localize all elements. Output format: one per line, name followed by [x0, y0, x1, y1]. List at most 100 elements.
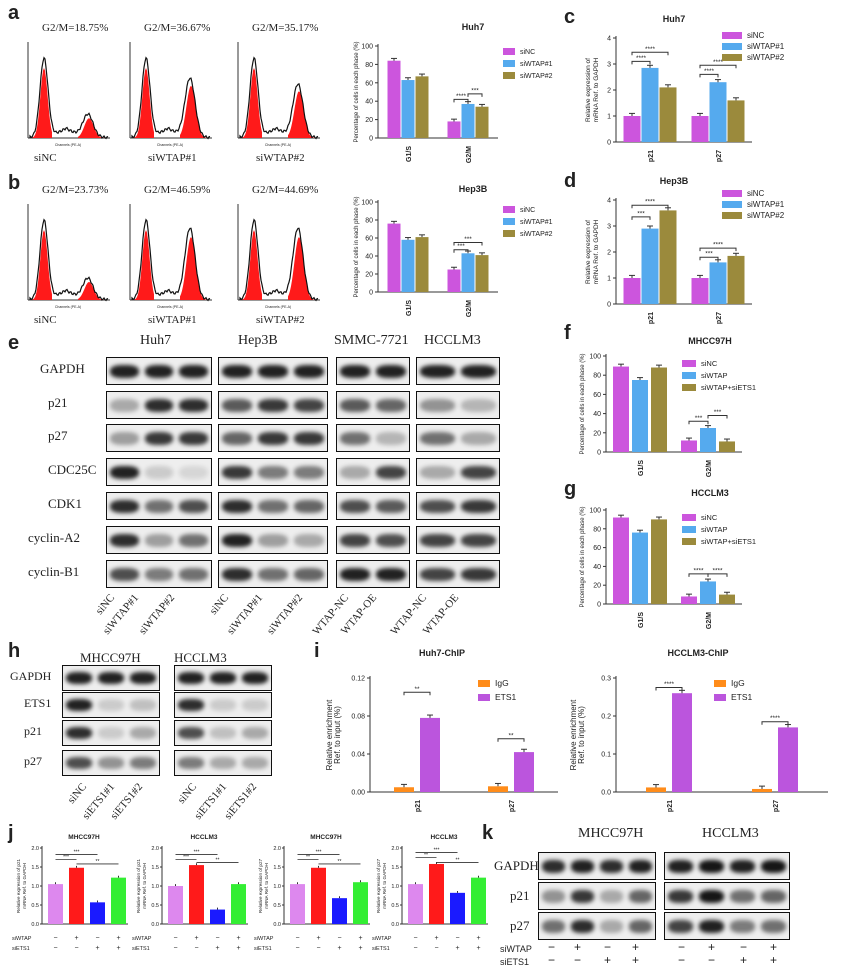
panel-label-b: b	[8, 172, 21, 194]
protein-band	[340, 499, 370, 513]
bar	[691, 116, 709, 142]
histogram-x-label: Channels (PE-A)	[265, 143, 291, 147]
y-axis-label: Relative enrichmentRef. to input (%)	[569, 699, 586, 770]
sign-siets1: +	[116, 945, 120, 952]
protein-band	[461, 499, 496, 513]
y-tick-label: 3	[607, 62, 611, 69]
blot-strip	[106, 526, 212, 554]
y-tick-label: 0.0	[273, 922, 281, 928]
blot-strip	[218, 391, 328, 419]
flow-histogram: Channels (PE-A)	[27, 42, 110, 147]
legend-label: siWTAP#2	[520, 73, 553, 80]
significance-label: **	[424, 853, 428, 859]
row-label-siwtap: siWTAP	[254, 936, 274, 942]
protein-band	[730, 889, 755, 903]
protein-band	[761, 919, 786, 933]
significance-bracket	[631, 216, 651, 220]
protein-band	[761, 889, 786, 903]
y-axis-label: Relative expression of p21mRNA Ref. to G…	[16, 858, 27, 913]
y-tick-label: 0	[597, 450, 601, 457]
protein-band	[420, 364, 455, 378]
protein-band	[210, 757, 236, 769]
significance-label: **	[216, 857, 220, 863]
blot-strip	[416, 492, 500, 520]
panel-label-j: j	[8, 822, 14, 844]
histogram-outline	[131, 56, 211, 140]
y-tick-label: 2.0	[31, 846, 39, 852]
protein-band	[376, 499, 406, 513]
significance-bracket	[699, 256, 719, 261]
y-axis-label-line: mRNA Ref. to GAPDH	[142, 863, 147, 909]
y-tick-label: 20	[593, 430, 601, 437]
y-tick-label: 0.0	[391, 922, 399, 928]
significance-label: ***	[183, 854, 189, 860]
bar	[408, 884, 423, 924]
panel-label-d: d	[564, 170, 577, 192]
bar	[111, 877, 126, 924]
protein-band	[542, 889, 565, 903]
blot-group-header: Huh7	[140, 333, 172, 348]
bar	[90, 902, 105, 924]
chart-hcclm3-chip: HCCLM3-ChIP Relative enrichmentRef. to in…	[569, 648, 828, 812]
protein-band	[222, 567, 252, 581]
bar	[623, 116, 641, 142]
significance-bracket	[655, 687, 683, 691]
protein-band	[242, 699, 268, 711]
blot-row-label: GAPDH	[494, 858, 539, 873]
y-tick-label: 2	[607, 250, 611, 257]
blot-strip	[174, 665, 272, 691]
blot-group-header: Hep3B	[238, 333, 278, 348]
legend-swatch	[682, 538, 696, 545]
significance-label: **	[456, 857, 460, 863]
blot-strip	[218, 526, 328, 554]
y-tick-label: 0.0	[151, 922, 159, 928]
protein-band	[222, 499, 252, 513]
protein-band	[294, 499, 324, 513]
significance-label: ****	[645, 46, 656, 53]
histogram-title: G2/M=44.69%	[252, 184, 319, 196]
y-axis-label-line: mRNA Ref. to GAPDH	[593, 219, 600, 284]
blot-strip	[62, 720, 160, 746]
protein-band	[66, 672, 92, 684]
row-label-siets1: siETS1	[254, 946, 272, 952]
sign-siets1: −	[413, 945, 417, 952]
y-tick-label: 60	[593, 545, 601, 552]
y-tick-label: 0.08	[351, 714, 365, 721]
y-tick-label: 0	[607, 140, 611, 147]
sign-siwtap: +	[236, 935, 240, 942]
flow-histogram: Channels (PE-A)	[27, 204, 110, 309]
legend-swatch	[503, 72, 515, 79]
y-tick-label: 0.2	[601, 714, 611, 721]
blot-row-label: p27	[24, 754, 42, 768]
y-tick-label: 60	[365, 80, 373, 87]
legend-swatch	[722, 190, 742, 197]
sign-mark: −	[678, 953, 686, 967]
y-tick-label: 0.04	[351, 752, 365, 759]
chart-title: HCCLM3	[430, 834, 457, 841]
y-axis-label-line: mRNA Ref. to GAPDH	[264, 863, 269, 909]
sign-siwtap: +	[194, 935, 198, 942]
sign-siets1: +	[476, 945, 480, 952]
protein-band	[699, 889, 724, 903]
bar	[415, 237, 429, 292]
blot-strip	[538, 852, 656, 880]
protein-band	[629, 889, 652, 903]
sign-siwtap: −	[455, 935, 459, 942]
y-axis-label: Relative expression ofmRNA Ref. to GAPDH	[585, 57, 600, 122]
bar	[651, 367, 667, 452]
protein-band	[294, 533, 324, 547]
chart-hcclm3-cell-cycle: HCCLM3 Percentage of cells in each phase …	[580, 488, 756, 629]
legend-label: ETS1	[731, 692, 753, 702]
x-tick-label: G1/S	[406, 300, 413, 316]
significance-label: ***	[714, 409, 722, 416]
bar	[691, 278, 709, 304]
blot-strip	[62, 665, 160, 691]
bar	[353, 882, 368, 924]
protein-band	[461, 364, 496, 378]
blot-strip	[336, 560, 410, 588]
legend-label: ETS1	[495, 692, 517, 702]
sign-siets1: −	[434, 945, 438, 952]
protein-band	[98, 672, 124, 684]
chart-huh7-chip: Huh7-ChIP Relative enrichmentRef. to inpu…	[325, 648, 558, 812]
significance-bracket	[707, 415, 728, 419]
